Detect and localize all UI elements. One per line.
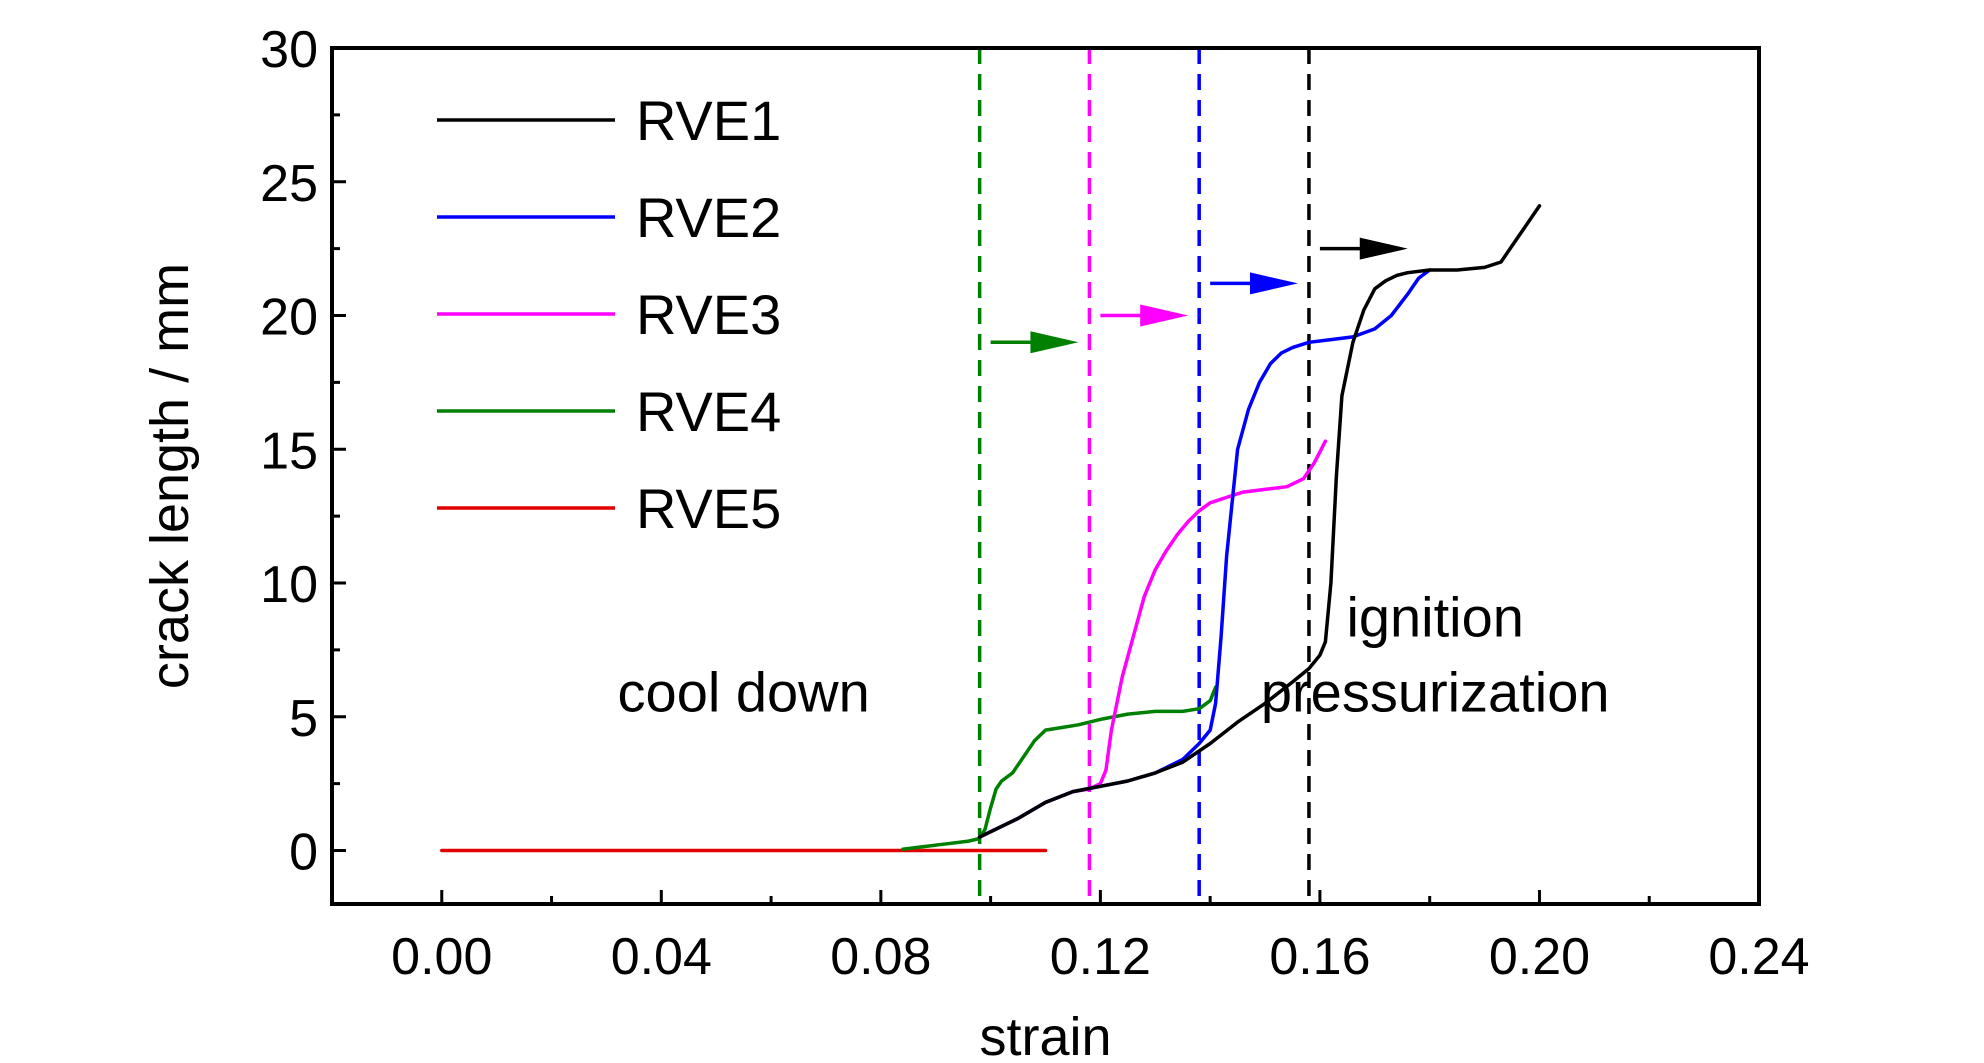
x-tick-label: 0.00	[391, 928, 492, 986]
annotation-cool-down: cool down	[618, 660, 870, 723]
legend: RVE1 RVE2 RVE3 RVE4 RVE5	[437, 89, 781, 540]
annotations: cool down ignition pressurization	[618, 586, 1610, 724]
x-tick-label: 0.08	[830, 928, 931, 986]
legend-label: RVE4	[636, 380, 781, 443]
y-tick-label: 10	[260, 556, 318, 614]
stage-arrow-2	[1100, 304, 1189, 327]
x-tick-label: 0.20	[1489, 928, 1590, 986]
series-line-rve3	[977, 439, 1328, 839]
legend-label: RVE3	[636, 283, 781, 346]
x-tick-label: 0.12	[1050, 928, 1151, 986]
x-tick-label: 0.04	[611, 928, 712, 986]
series-lines	[440, 204, 1542, 853]
y-tick-label: 30	[260, 21, 318, 79]
series-line-rve4	[901, 685, 1218, 851]
stage-arrows	[990, 237, 1408, 354]
annotation-pressurization: pressurization	[1261, 660, 1610, 723]
x-axis-label: strain	[979, 1007, 1111, 1063]
legend-item-rve5: RVE5	[437, 477, 781, 540]
legend-label: RVE2	[636, 186, 781, 249]
stage-arrow-4	[1319, 237, 1408, 260]
legend-item-rve4: RVE4	[437, 380, 781, 443]
series-line-rve1	[977, 204, 1542, 839]
stage-arrow-3	[1210, 272, 1298, 295]
y-tick-label: 20	[260, 289, 318, 347]
legend-label: RVE1	[636, 89, 781, 152]
y-axis-label: crack length / mm	[140, 263, 200, 689]
x-axis: 0.00 0.04 0.08 0.12 0.16 0.20 0.24	[330, 890, 1810, 986]
legend-item-rve2: RVE2	[437, 186, 781, 249]
x-tick-label: 0.16	[1269, 928, 1370, 986]
legend-label: RVE5	[636, 477, 781, 540]
plot-frame	[330, 46, 1761, 906]
legend-item-rve1: RVE1	[437, 89, 781, 152]
reference-lines	[977, 48, 1311, 904]
legend-item-rve3: RVE3	[437, 283, 781, 346]
series-line-rve2	[977, 268, 1432, 839]
y-tick-label: 25	[260, 155, 318, 213]
x-tick-label: 0.24	[1708, 928, 1809, 986]
y-axis: 0 5 10 15 20 25 30	[260, 21, 346, 882]
y-tick-label: 5	[289, 690, 318, 748]
annotation-ignition: ignition	[1346, 586, 1523, 649]
stage-arrow-1	[990, 331, 1079, 354]
y-tick-label: 15	[260, 422, 318, 480]
y-tick-label: 0	[289, 824, 318, 882]
